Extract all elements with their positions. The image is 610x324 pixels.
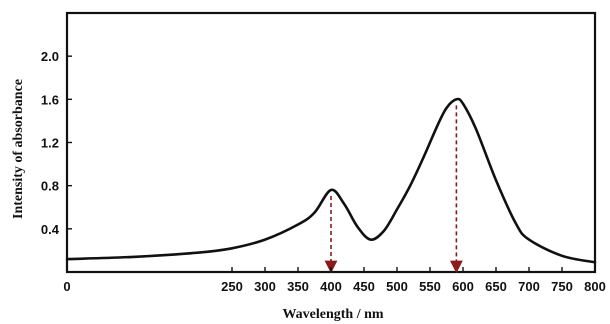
- x-tick-label: 450: [353, 279, 375, 294]
- x-tick-label: 600: [452, 279, 474, 294]
- y-tick-label: 2.0: [41, 49, 59, 64]
- x-tick-label: 750: [551, 279, 573, 294]
- absorbance-curve: [65, 97, 597, 264]
- x-tick-label: 350: [287, 279, 309, 294]
- x-tick-label: 0: [63, 279, 70, 294]
- x-tick-label: 250: [221, 279, 243, 294]
- ticks: 0 250 300 350 400 450 500 550 600 650 700 750 800 0.4…: [41, 49, 606, 294]
- plot-area: [65, 11, 597, 274]
- x-tick-label: 700: [518, 279, 540, 294]
- x-axis-label: Wavelength / nm: [282, 307, 383, 322]
- y-tick-label: 1.2: [41, 136, 59, 151]
- x-tick-label: 400: [320, 279, 342, 294]
- x-tick-label: 800: [584, 279, 606, 294]
- y-tick-label: 1.6: [41, 92, 59, 107]
- x-tick-label: 300: [254, 279, 276, 294]
- y-tick-label: 0.8: [41, 179, 59, 194]
- y-tick-label: 0.4: [41, 222, 60, 237]
- x-tick-label: 500: [386, 279, 408, 294]
- axis-labels: Wavelength / nm Intensity of absorbance: [11, 79, 384, 322]
- x-tick-label: 550: [419, 279, 441, 294]
- x-tick-label: 650: [485, 279, 507, 294]
- y-axis-label: Intensity of absorbance: [11, 79, 26, 219]
